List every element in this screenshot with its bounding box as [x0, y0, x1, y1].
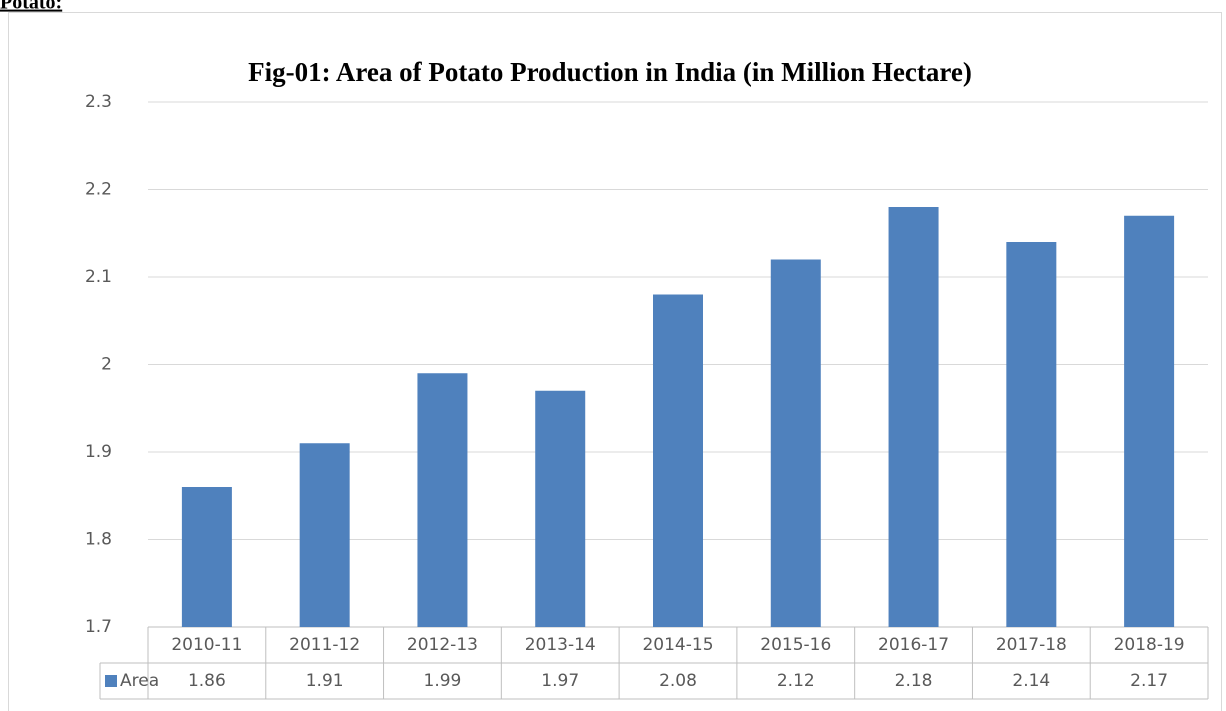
chart-title: Fig-01: Area of Potato Production in Ind… [248, 57, 972, 87]
y-tick-label: 1.7 [85, 617, 112, 637]
bar [1124, 215, 1175, 627]
table-value: 1.97 [541, 671, 579, 691]
table-value: 2.08 [659, 671, 697, 691]
y-tick-label: 2.3 [85, 92, 112, 112]
table-value: 2.14 [1012, 671, 1050, 691]
table-value: 2.17 [1130, 671, 1168, 691]
bar [888, 207, 939, 627]
legend-swatch [105, 675, 117, 687]
x-tick-label: 2012-13 [407, 635, 478, 655]
y-tick-label: 1.9 [85, 442, 112, 462]
bar [1006, 242, 1057, 627]
y-tick-label: 2.1 [85, 267, 112, 287]
x-tick-label: 2016-17 [878, 635, 949, 655]
x-tick-label: 2015-16 [760, 635, 831, 655]
table-value: 1.91 [306, 671, 344, 691]
x-tick-label: 2017-18 [996, 635, 1067, 655]
x-tick-label: 2013-14 [525, 635, 596, 655]
heading: Potato: [0, 0, 62, 14]
bar [181, 487, 232, 627]
table-value: 1.99 [424, 671, 462, 691]
bar [299, 443, 350, 627]
y-tick-label: 2 [101, 355, 112, 375]
table-value: 2.18 [895, 671, 933, 691]
x-tick-label: 2010-11 [171, 635, 242, 655]
legend-label: Area [120, 671, 159, 691]
x-tick-label: 2011-12 [289, 635, 360, 655]
y-tick-label: 1.8 [85, 530, 112, 550]
x-tick-label: 2018-19 [1114, 635, 1185, 655]
chart-border [8, 12, 1222, 711]
bar [535, 390, 586, 627]
bar [770, 259, 821, 627]
table-value: 1.86 [188, 671, 226, 691]
table-value: 2.12 [777, 671, 815, 691]
bar [417, 373, 468, 627]
x-tick-label: 2014-15 [642, 635, 713, 655]
bar [653, 294, 703, 627]
y-tick-label: 2.2 [85, 180, 112, 200]
